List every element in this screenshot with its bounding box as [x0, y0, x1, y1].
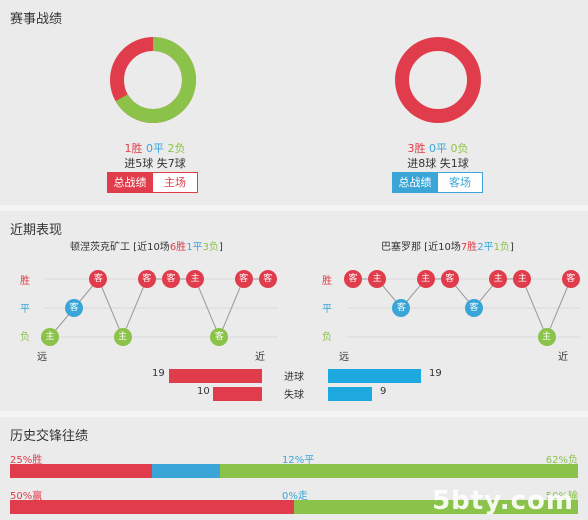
h2h-handicap-push-pct: 0%走 — [282, 491, 308, 502]
form-node-win: 主 — [489, 270, 508, 288]
summary-prefix: [近10场 — [421, 242, 461, 253]
head-to-head-panel: 历史交锋往绩 25%胜 12%平 62%负 50%赢 0%走 50%输 5bty… — [0, 417, 588, 520]
form-node-draw: 客 — [465, 299, 483, 317]
left-scored-bar — [169, 369, 262, 383]
axis-loss-label: 负 — [20, 332, 30, 343]
axis-far-label: 远 — [339, 352, 349, 363]
left-team-name: 顿涅茨克矿工 — [70, 242, 130, 253]
left-loss-count: 2负 — [167, 142, 186, 155]
donut-loss-segment — [110, 37, 196, 123]
right-tab-overall[interactable]: 总战绩 — [392, 172, 438, 193]
bar-win-segment — [10, 464, 152, 478]
h2h-draw-pct: 12%平 — [282, 455, 315, 466]
form-node-win: 客 — [561, 270, 580, 288]
summary-draws: 2平 — [477, 242, 494, 253]
form-node-win: 客 — [344, 270, 362, 288]
left-tab-overall[interactable]: 总战绩 — [107, 172, 153, 193]
right-team-name: 巴塞罗那 — [381, 242, 421, 253]
axis-loss-label: 负 — [322, 332, 332, 343]
h2h-handicap-win-pct: 50%赢 — [10, 491, 43, 502]
right-loss-count: 0负 — [450, 142, 469, 155]
summary-suffix: ] — [509, 242, 514, 253]
left-record: 1胜 0平 2负 — [120, 140, 190, 156]
axis-near-label: 近 — [255, 352, 265, 363]
right-goals-summary: 进8球 失1球 — [407, 157, 469, 170]
right-scored-value: 19 — [429, 368, 442, 379]
axis-win-label: 胜 — [20, 276, 30, 287]
summary-losses: 3负 — [202, 242, 219, 253]
axis-near-label: 近 — [558, 352, 568, 363]
right-tab-away[interactable]: 客场 — [437, 172, 483, 193]
form-node-win: 主 — [416, 270, 435, 288]
form-node-win: 主 — [513, 270, 532, 288]
right-conceded-bar — [328, 387, 372, 401]
left-conceded-value: 10 — [197, 386, 210, 397]
axis-draw-label: 平 — [322, 304, 332, 315]
form-node-win: 客 — [258, 270, 277, 288]
summary-wins: 6胜 — [169, 242, 187, 253]
form-node-win: 主 — [368, 270, 387, 288]
form-node-win: 客 — [162, 270, 180, 288]
form-node-loss: 主 — [537, 328, 556, 346]
bar-loss-segment — [294, 500, 578, 514]
right-scored-bar — [328, 369, 421, 383]
form-node-win: 客 — [137, 270, 156, 288]
left-draw-count: 0平 — [146, 142, 164, 155]
form-line — [49, 278, 268, 339]
right-record: 3胜 0平 0负 — [403, 140, 473, 156]
summary-suffix: ] — [218, 242, 223, 253]
form-node-draw: 客 — [392, 299, 411, 317]
form-node-win: 客 — [234, 270, 253, 288]
section-title: 赛事战绩 — [10, 12, 63, 27]
bar-loss-segment — [220, 464, 578, 478]
right-team-summary: 巴塞罗那 [近10场7胜2平1负] — [381, 238, 514, 253]
form-node-loss: 客 — [210, 328, 229, 346]
record-panel: 赛事战绩 1胜 0平 2负 进5球 失7球 总战绩 主场 3胜 0平 0负 进8… — [0, 0, 588, 205]
axis-win-label: 胜 — [322, 276, 332, 287]
form-node-win: 主 — [186, 270, 205, 288]
left-win-count: 1胜 — [124, 142, 143, 155]
section-title: 历史交锋往绩 — [10, 429, 89, 444]
right-win-count: 3胜 — [407, 142, 426, 155]
h2h-win-pct: 25%胜 — [10, 455, 43, 466]
h2h-handicap-bar — [10, 500, 578, 514]
left-scored-value: 19 — [152, 368, 165, 379]
left-donut-chart — [110, 37, 196, 123]
axis-far-label: 远 — [37, 352, 47, 363]
scored-label: 进球 — [284, 372, 304, 383]
form-node-loss: 主 — [113, 328, 132, 346]
axis-draw-label: 平 — [20, 304, 30, 315]
right-draw-count: 0平 — [429, 142, 447, 155]
watermark-logo: 5bty.com — [432, 486, 574, 516]
left-goals-summary: 进5球 失7球 — [124, 157, 186, 170]
right-donut-chart — [395, 37, 481, 123]
form-node-loss: 主 — [41, 328, 59, 346]
bar-draw-segment — [152, 464, 221, 478]
summary-wins: 7胜 — [460, 242, 478, 253]
donut-win-segment — [395, 37, 481, 123]
summary-prefix: [近10场 — [130, 242, 170, 253]
h2h-result-bar — [10, 464, 578, 478]
left-conceded-bar — [213, 387, 262, 401]
section-title: 近期表现 — [10, 223, 63, 238]
left-team-summary: 顿涅茨克矿工 [近10场6胜1平3负] — [70, 238, 223, 253]
left-tab-home[interactable]: 主场 — [152, 172, 198, 193]
recent-form-panel: 近期表现 顿涅茨克矿工 [近10场6胜1平3负] 巴塞罗那 [近10场7胜2平1… — [0, 211, 588, 411]
form-node-draw: 客 — [65, 299, 84, 317]
form-node-win: 客 — [89, 270, 108, 288]
conceded-label: 失球 — [284, 390, 304, 401]
form-node-win: 客 — [440, 270, 459, 288]
h2h-handicap-loss-pct: 50%输 — [545, 491, 578, 502]
form-line — [353, 278, 572, 339]
right-conceded-value: 9 — [380, 386, 387, 397]
summary-losses: 1负 — [493, 242, 510, 253]
summary-draws: 1平 — [186, 242, 203, 253]
bar-win-segment — [10, 500, 294, 514]
h2h-loss-pct: 62%负 — [545, 455, 578, 466]
